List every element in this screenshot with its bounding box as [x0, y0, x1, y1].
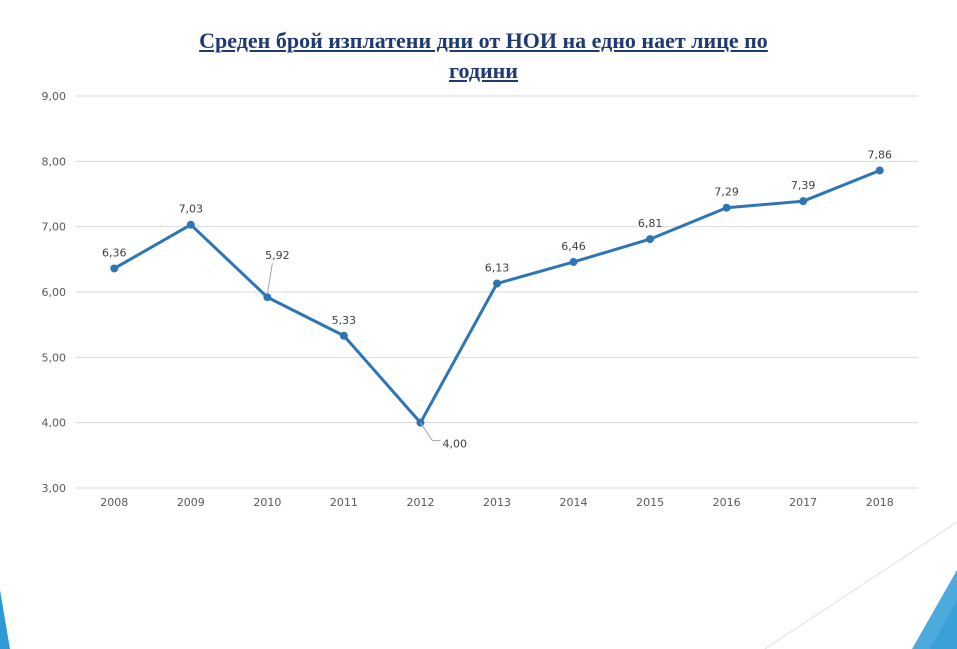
- data-point: [110, 264, 119, 273]
- data-label: 6,36: [102, 246, 127, 259]
- x-tick-label: 2014: [560, 496, 588, 509]
- x-tick-label: 2010: [253, 496, 281, 509]
- data-point: [263, 293, 272, 302]
- chart-title: Среден брой изплатени дни от НОИ на едно…: [0, 26, 957, 86]
- y-tick-label: 5,00: [42, 351, 67, 364]
- data-labels: 6,36 7,03 5,92 5,33 4,00 6,13 6,46 6,81 7,29 7,39…: [102, 148, 892, 450]
- data-point: [799, 197, 808, 206]
- y-tick-label: 6,00: [42, 286, 67, 299]
- data-point: [569, 257, 578, 266]
- data-label: 6,81: [638, 217, 663, 230]
- x-tick-label: 2011: [330, 496, 358, 509]
- x-tick-label: 2017: [789, 496, 817, 509]
- data-point: [646, 235, 655, 244]
- x-tick-label: 2009: [177, 496, 205, 509]
- chart-title-line-1: Среден брой изплатени дни от НОИ на едно…: [199, 28, 768, 53]
- data-label: 7,29: [714, 186, 739, 199]
- x-tick-label: 2015: [636, 496, 664, 509]
- data-label: 6,46: [561, 240, 586, 253]
- y-tick-label: 4,00: [42, 417, 67, 430]
- data-label: 5,33: [332, 314, 357, 327]
- data-label: 5,92: [265, 249, 290, 262]
- series-points: [110, 166, 884, 427]
- y-tick-label: 3,00: [42, 482, 67, 495]
- data-label-leader: [420, 422, 441, 442]
- data-label-leader: [266, 263, 273, 295]
- y-tick-label: 7,00: [42, 221, 67, 234]
- data-point: [186, 220, 195, 229]
- data-point: [493, 279, 501, 288]
- chart-title-line-2: години: [449, 58, 518, 83]
- x-axis-ticks: 2008 2009 2010 2011 2012 2013 2014 2015 2016 2017…: [100, 496, 893, 509]
- x-tick-label: 2018: [866, 496, 894, 509]
- series-line: [113, 169, 881, 425]
- x-tick-label: 2016: [713, 496, 741, 509]
- y-tick-label: 8,00: [42, 155, 67, 168]
- x-tick-label: 2012: [406, 496, 434, 509]
- data-label: 7,39: [791, 179, 816, 192]
- series-line-path: [113, 169, 881, 425]
- data-label: 4,00: [442, 438, 467, 451]
- x-tick-label: 2013: [483, 496, 511, 509]
- data-point: [339, 331, 348, 340]
- x-tick-label: 2008: [100, 496, 128, 509]
- data-label: 7,86: [867, 148, 892, 161]
- gridlines: [76, 95, 918, 489]
- data-label: 6,13: [485, 262, 510, 275]
- y-axis-ticks: 3,00 4,00 5,00 6,00 7,00 8,00 9,00: [42, 90, 67, 495]
- data-point: [875, 166, 884, 175]
- data-point: [722, 203, 731, 212]
- y-tick-label: 9,00: [42, 90, 67, 103]
- data-label: 7,03: [179, 203, 204, 216]
